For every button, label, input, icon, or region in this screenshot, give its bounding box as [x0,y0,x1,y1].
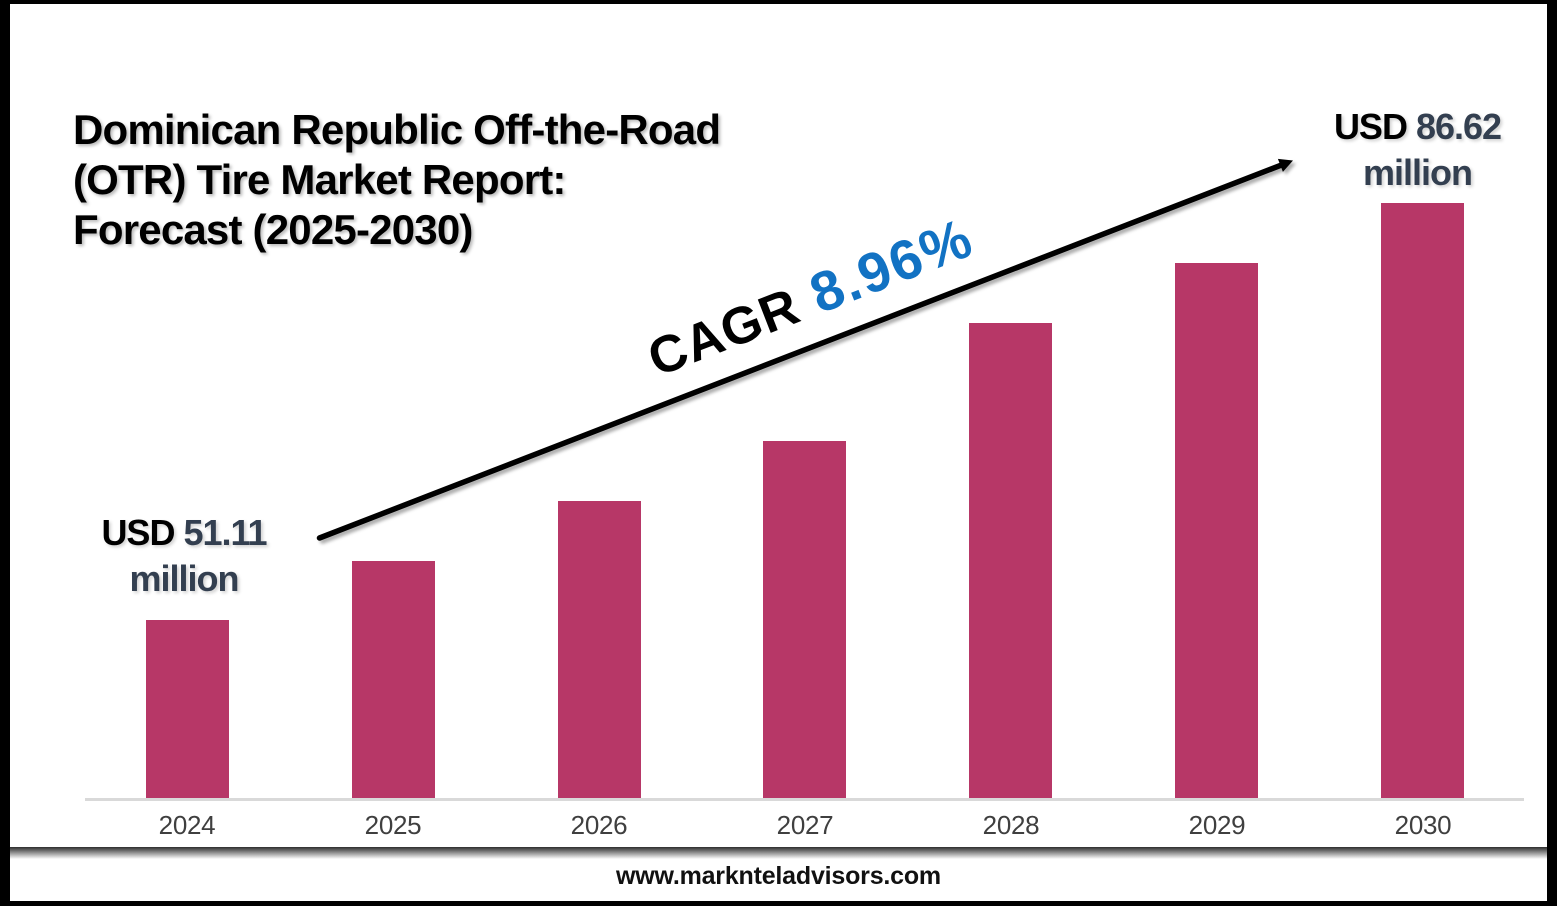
svg-text:CAGR 8.96%: CAGR 8.96% [639,205,982,388]
